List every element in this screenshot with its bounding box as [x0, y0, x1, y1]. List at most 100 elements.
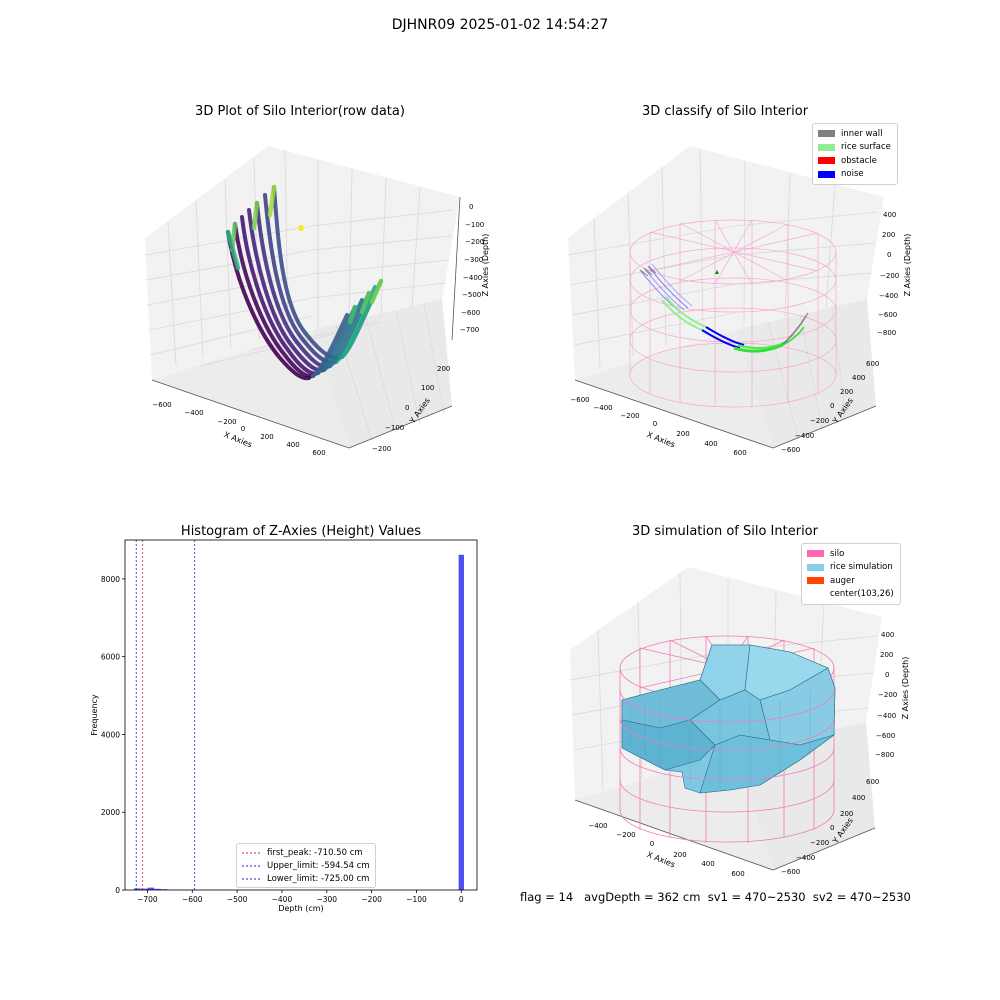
p1-ztick-7: −700: [460, 326, 479, 334]
legend-item-rice-surface: rice surface: [818, 141, 891, 155]
panel1-zticks: 0 −100 −200 −300 −400 −500 −600 −700: [460, 203, 484, 334]
panel2-legend: inner wall rice surface obstacle noise: [812, 123, 898, 185]
p2-ztick-0: 400: [883, 211, 896, 219]
legend-item-upper-limit: Upper_limit: -594.54 cm: [242, 859, 370, 872]
panel4-xticks: −400 −200 0 200 400 600: [588, 822, 744, 878]
p2-ytick-6: 600: [866, 360, 879, 368]
legend-item-noise: noise: [818, 168, 891, 182]
panel2-title: 3D classify of Silo Interior: [641, 104, 809, 119]
legend-item-auger: auger: [807, 574, 894, 588]
p4-xtick-1: −200: [616, 831, 635, 839]
p1-ztick-5: −500: [462, 291, 481, 299]
legend-item-obstacle: obstacle: [818, 154, 891, 168]
p1-xtick-0: −600: [152, 401, 171, 409]
p4-xlabel: X Axies: [646, 850, 677, 869]
p1-xtick-3: 0: [241, 425, 245, 433]
legend-line-icon: [242, 865, 262, 866]
legend-item-center: center(103,26): [807, 588, 894, 602]
histogram-frame: [124, 539, 478, 891]
p2-ztick-3: −200: [880, 272, 899, 280]
histogram-xtick-label-4: −300: [316, 895, 337, 904]
legend-swatch: [818, 157, 835, 165]
legend-item-silo: silo: [807, 547, 894, 561]
p4-zlabel: Z Axies (Depth): [901, 657, 910, 720]
panel2-xticks: −600 −400 −200 0 200 400 600: [570, 396, 746, 457]
histogram-ylabel: Frequency: [90, 694, 99, 736]
legend-swatch: [818, 130, 835, 138]
p4-ytick-0: −600: [781, 868, 800, 876]
panel2-yticks: −600 −400 −200 0 200 400 600: [781, 360, 879, 454]
p4-ytick-4: 200: [840, 810, 853, 818]
p4-ztick-5: −600: [876, 732, 895, 740]
p1-zlabel: Z Axies (Depth): [481, 234, 490, 297]
legend-swatch: [807, 563, 824, 571]
histogram-ytick-label-0: 0: [115, 886, 120, 895]
legend-line-icon: [242, 852, 262, 853]
panel2-classified-points: [639, 263, 809, 353]
p2-zlabel: Z Axies (Depth): [903, 234, 912, 297]
histogram-ytick-label-1: 2000: [101, 808, 120, 817]
panel4-legend: silo rice simulation auger center(103,26…: [801, 543, 901, 605]
p1-xtick-1: −400: [184, 409, 203, 417]
legend-line-icon: [242, 878, 262, 879]
histogram-ytick-label-3: 6000: [101, 653, 120, 662]
status-line: flag = 14 avgDepth = 362 cm sv1 = 470~25…: [520, 890, 911, 904]
p1-ztick-1: −100: [465, 221, 484, 229]
legend-swatch: [818, 170, 835, 178]
p1-ztick-0: 0: [469, 203, 473, 211]
histogram-ytick-label-4: 8000: [101, 575, 120, 584]
p4-ztick-6: −800: [875, 751, 894, 759]
p4-ztick-3: −200: [878, 691, 897, 699]
histogram-xtick-label-7: 0: [459, 895, 464, 904]
histogram-yticks: 0 2000 4000 6000 8000: [101, 575, 125, 895]
panel4-rice-surface: [621, 644, 836, 794]
p4-xtick-2: 0: [650, 840, 654, 848]
panel1-title: 3D Plot of Silo Interior(row data): [195, 104, 405, 119]
p2-xtick-4: 200: [676, 430, 689, 438]
legend-item-inner-wall: inner wall: [818, 127, 891, 141]
panel1-xticks: −600 −400 −200 0 200 400 600: [152, 401, 325, 457]
histogram-bar-0: [133, 888, 141, 890]
histogram-bar-3: [154, 888, 161, 890]
p1-ytick-3: 100: [421, 384, 434, 392]
legend-item-lower-limit: Lower_limit: -725.00 cm: [242, 872, 370, 885]
legend-swatch: [807, 550, 824, 558]
legend-swatch: [807, 577, 824, 585]
p4-ytick-1: −400: [796, 854, 815, 862]
p2-ytick-0: −600: [781, 446, 800, 454]
panel4-zticks: 400 200 0 −200 −400 −600 −800: [875, 631, 897, 759]
panel4-title: 3D simulation of Silo Interior: [632, 524, 818, 539]
histogram-xtick-label-3: −400: [272, 895, 293, 904]
p1-xtick-2: −200: [217, 418, 236, 426]
p2-ztick-1: 200: [882, 231, 895, 239]
p4-ytick-5: 400: [852, 794, 865, 802]
p1-ztick-3: −300: [464, 256, 483, 264]
p2-xtick-3: 0: [653, 420, 657, 428]
histogram-bar-1: [140, 888, 148, 890]
histogram-xtick-label-5: −200: [361, 895, 382, 904]
p1-ztick-6: −600: [461, 309, 480, 317]
panel1-scan-curves: [225, 184, 384, 381]
panel4-silo-front: [619, 689, 835, 843]
histogram-bar-2: [147, 887, 155, 890]
panel3-title: Histogram of Z-Axies (Height) Values: [180, 524, 422, 539]
p2-ytick-4: 200: [840, 388, 853, 396]
legend-item-rice-simulation: rice simulation: [807, 561, 894, 575]
p2-ztick-2: 0: [887, 251, 891, 259]
panel2-zticks: 400 200 0 −200 −400 −600 −800: [877, 211, 899, 337]
p4-xtick-0: −400: [588, 822, 607, 830]
legend-item-first-peak: first_peak: -710.50 cm: [242, 846, 370, 859]
p1-ztick-2: −200: [465, 238, 484, 246]
p4-ztick-4: −400: [877, 712, 896, 720]
figure-title: DJHNR09 2025-01-02 14:54:27: [391, 17, 609, 33]
p1-ytick-1: −100: [385, 424, 404, 432]
histogram-xlabel: Depth (cm): [278, 904, 323, 913]
p1-ytick-0: −200: [372, 445, 391, 453]
p2-ztick-6: −800: [877, 329, 896, 337]
panel2-silo-wireframe: [629, 219, 837, 408]
panel2-axes-panes: [567, 146, 884, 449]
p2-ztick-4: −400: [879, 292, 898, 300]
